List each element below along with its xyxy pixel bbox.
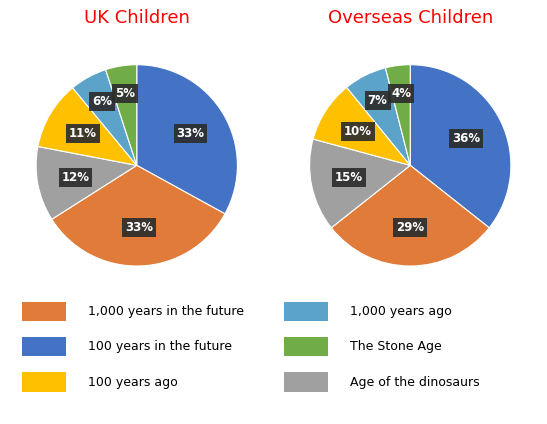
Wedge shape — [52, 165, 225, 266]
Wedge shape — [331, 165, 489, 266]
Text: 5%: 5% — [115, 87, 136, 100]
Text: Age of the dinosaurs: Age of the dinosaurs — [350, 376, 480, 388]
Wedge shape — [410, 65, 511, 228]
Text: 1,000 years ago: 1,000 years ago — [350, 305, 452, 318]
Text: 4%: 4% — [391, 87, 411, 100]
Wedge shape — [36, 147, 137, 219]
Wedge shape — [347, 68, 410, 165]
Wedge shape — [38, 88, 137, 165]
Text: 100 years in the future: 100 years in the future — [88, 340, 231, 353]
Text: 29%: 29% — [396, 221, 424, 234]
Text: 11%: 11% — [69, 127, 97, 140]
Wedge shape — [386, 65, 410, 165]
Text: 12%: 12% — [61, 170, 90, 184]
Wedge shape — [313, 87, 410, 165]
Text: 1,000 years in the future: 1,000 years in the future — [88, 305, 243, 318]
Text: 36%: 36% — [452, 132, 480, 145]
Text: 10%: 10% — [344, 125, 372, 138]
Wedge shape — [137, 65, 237, 214]
Text: 15%: 15% — [335, 171, 363, 184]
Wedge shape — [73, 70, 137, 165]
Text: 33%: 33% — [125, 221, 153, 234]
Text: 33%: 33% — [177, 127, 205, 140]
Title: UK Children: UK Children — [84, 9, 190, 27]
Wedge shape — [106, 65, 137, 165]
Wedge shape — [310, 139, 410, 228]
Text: 7%: 7% — [368, 94, 388, 107]
Text: 6%: 6% — [92, 95, 112, 109]
Text: The Stone Age: The Stone Age — [350, 340, 442, 353]
Title: Overseas Children: Overseas Children — [328, 9, 493, 27]
Text: 100 years ago: 100 years ago — [88, 376, 177, 388]
